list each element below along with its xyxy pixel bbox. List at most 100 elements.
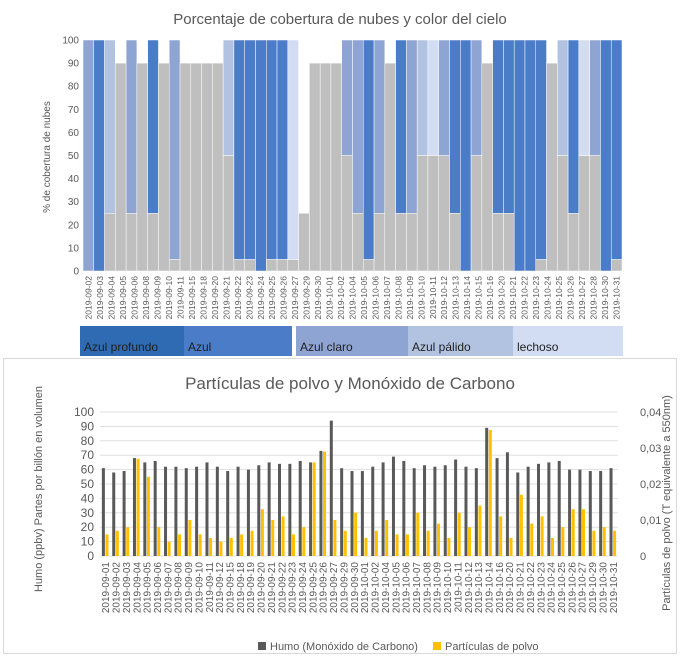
chart2-y-tick-label: 50: [81, 477, 95, 491]
dust-bar: [105, 534, 109, 556]
legend-swatch-4: [513, 326, 623, 356]
chart2-bars: [101, 420, 617, 556]
chart1-x-tick-label: 2019-10-13: [451, 276, 461, 320]
co-bar: [215, 466, 219, 556]
legend-label: Azul pálido: [412, 340, 471, 354]
chart1-bars: [82, 39, 623, 272]
sky-color-bar: [578, 39, 590, 156]
chart2-y2-tick-label: 0,03: [640, 443, 661, 455]
chart1-title: Porcentaje de cobertura de nubes y color…: [173, 11, 507, 28]
cloud-cover-bar: [136, 62, 148, 272]
chart2-x-tick-label: 2019-09-11: [205, 562, 216, 613]
chart1-y-tick-label: 80: [68, 82, 80, 93]
chart2-x-tick-label: 2019-10-11: [453, 562, 464, 613]
dust-bar: [198, 534, 202, 556]
chart2-x-tick-label: 2019-10-12: [464, 562, 475, 614]
chart1-x-tick-label: 2019-09-22: [233, 276, 243, 320]
cloud-cover-bar: [330, 62, 342, 272]
cloud-cover-bar: [578, 155, 590, 272]
sky-color-bar: [147, 39, 159, 214]
dust-bar: [395, 534, 399, 556]
dust-bar: [509, 538, 513, 556]
sky-color-bar: [373, 39, 386, 214]
chart2-x-tick-label: 2019-09-09: [184, 562, 195, 614]
chart2-x-tick-label: 2019-09-24: [298, 562, 309, 614]
chart2-x-tick-label: 2019-10-04: [381, 562, 392, 614]
chart1-x-tick-label: 2019-10-30: [600, 276, 610, 320]
chart1-x-tick-label: 2019-09-09: [153, 276, 163, 320]
chart2-x-tick-label: 2019-10-21: [516, 562, 527, 614]
dust-bar: [333, 520, 337, 556]
cloud-cover-bar: [266, 259, 278, 272]
chart1-y-tick-label: 70: [68, 105, 80, 116]
cloud-cover-chart: Porcentaje de cobertura de nubes y color…: [42, 11, 623, 356]
cloud-cover-bar: [309, 62, 321, 272]
co-bar: [174, 466, 178, 556]
chart1-y-tick-label: 10: [68, 243, 80, 254]
sky-color-bar: [610, 39, 623, 260]
chart2-y2-axis-label: Partículas de polvo (T equivalente a 550…: [661, 395, 673, 611]
co-bar: [257, 465, 261, 556]
chart1-x-tick-label: 2019-10-22: [520, 276, 530, 320]
dust-bar: [188, 520, 192, 556]
sky-color-bar: [535, 39, 547, 260]
dust-co-chart: Partículas de polvo y Monóxido de Carbon…: [33, 374, 673, 653]
chart2-x-tick-label: 2019-09-04: [132, 562, 143, 614]
dust-bar: [499, 516, 503, 556]
co-bar: [360, 471, 364, 556]
chart2-x-tick-label: 2019-10-14: [485, 562, 496, 614]
chart1-x-tick-label: 2019-09-26: [279, 276, 289, 320]
chart2-y2-tick-label: 0,01: [640, 515, 661, 527]
chart2-x-tick-label: 2019-09-18: [236, 562, 247, 614]
chart1-x-tick-label: 2019-10-31: [611, 276, 621, 320]
sky-color-bar: [416, 39, 429, 156]
chart2-x-tick-label: 2019-10-07: [412, 562, 423, 614]
chart2-y-tick-label: 40: [81, 491, 95, 505]
dust-bar: [178, 534, 181, 556]
cloud-cover-bar: [125, 213, 138, 272]
cloud-cover-bar: [352, 213, 364, 272]
co-bar: [298, 460, 302, 556]
chart1-x-tick-label: 2019-09-02: [84, 276, 94, 320]
sky-color-bar: [513, 39, 526, 272]
chart1-x-tick-label: 2019-09-20: [210, 276, 220, 320]
chart1-x-tick-label: 2019-09-27: [290, 276, 300, 320]
co-bar: [153, 460, 157, 556]
dust-bar: [209, 538, 213, 556]
chart1-y-axis-label: % de cobertura de nubes: [42, 101, 53, 213]
sky-color-bar: [125, 39, 138, 214]
chart2-y2-tick-label: 0,02: [640, 479, 661, 491]
chart2-x-tick-label: 2019-10-08: [422, 562, 433, 614]
chart2-x-tick-label: 2019-09-12: [215, 562, 226, 614]
sky-color-bar: [449, 39, 461, 214]
dust-bar: [530, 523, 534, 556]
legend-label: Azul: [188, 340, 211, 354]
sky-color-bar: [492, 39, 504, 214]
chart2-x-tick-label: 2019-09-07: [163, 562, 174, 614]
chart1-x-tick-label: 2019-10-15: [474, 276, 484, 320]
sky-color-bar: [104, 39, 116, 214]
sky-color-bar: [524, 39, 537, 272]
chart2-x-tick-label: 2019-09-29: [339, 562, 350, 614]
co-bar: [195, 466, 199, 556]
cloud-cover-bar: [363, 259, 375, 272]
chart2-x-tick-label: 2019-09-15: [226, 562, 237, 614]
co-bar: [340, 468, 344, 556]
sky-color-bar: [287, 39, 299, 260]
sky-color-bar: [244, 39, 256, 260]
co-bar: [319, 450, 323, 556]
chart2-y-tick-label: 60: [81, 463, 95, 477]
chart2-gridlines: [100, 411, 618, 557]
chart2-x-tick-label: 2019-09-30: [350, 562, 361, 614]
co-bar: [505, 452, 509, 556]
co-bar: [495, 458, 499, 556]
chart1-x-tick-label: 2019-10-07: [382, 276, 392, 320]
chart1-y-tick-label: 90: [68, 59, 80, 70]
cloud-cover-bar: [557, 155, 569, 272]
dust-bar: [592, 530, 596, 556]
legend-co-swatch: [258, 642, 266, 650]
chart2-x-tick-label: 2019-10-13: [474, 562, 485, 614]
cloud-cover-bar: [201, 62, 213, 272]
co-bar: [485, 427, 489, 556]
chart1-x-tick-label: 2019-10-12: [439, 276, 449, 320]
